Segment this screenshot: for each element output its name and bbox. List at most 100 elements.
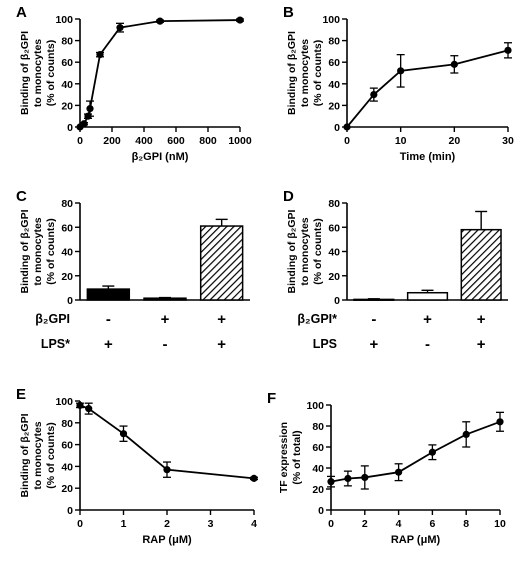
data-point (327, 478, 335, 486)
data-point (96, 51, 104, 59)
x-tick-label: 10 (494, 518, 506, 530)
series-line (79, 19, 241, 128)
data-point (86, 105, 94, 113)
y-tick-label: 0 (318, 505, 324, 517)
x-tick-label: 800 (199, 135, 217, 147)
y-tick-label: 100 (55, 396, 73, 408)
y-tick-label: 0 (67, 295, 73, 307)
bar (86, 288, 131, 301)
y-tick-label: 0 (334, 295, 340, 307)
condition-row-label: LPS* (41, 337, 70, 351)
y-tick-label: 60 (61, 57, 73, 69)
y-tick-label: 20 (312, 484, 324, 496)
x-tick-label: 4 (251, 518, 257, 530)
data-point (163, 466, 171, 474)
y-tick-label: 40 (312, 463, 324, 475)
y-tick-label: 40 (61, 247, 73, 259)
panel-label-f: F (267, 390, 276, 407)
bar (199, 225, 244, 301)
y-tick-label: 80 (312, 421, 324, 433)
y-tick-label: 80 (61, 418, 73, 430)
data-point (236, 16, 244, 24)
y-tick-label: 0 (67, 122, 73, 134)
y-tick-label: 40 (61, 461, 73, 473)
data-point (370, 91, 378, 99)
panel-a: A 0 20 40 60 80 100 Binding of β₂GPI to monocyte… (16, 4, 252, 163)
x-tick-label: 20 (448, 135, 460, 147)
panel-d: D 0 20 40 60 80 Binding of β₂GPI to monocytes (%… (283, 188, 508, 353)
x-tick-label: 6 (429, 518, 435, 530)
x-tick-label: 2 (362, 518, 368, 530)
data-point (462, 430, 470, 438)
y-axis-label-line: (% of counts) (45, 422, 57, 489)
y-tick-label: 40 (328, 247, 340, 259)
y-tick-label: 60 (312, 442, 324, 454)
y-tick-label: 20 (328, 100, 340, 112)
y-axis-label-line: Binding of β₂GPI (286, 209, 298, 293)
x-tick-label: 2 (164, 518, 170, 530)
x-tick-label: 0 (344, 135, 350, 147)
panel-label-d: D (283, 188, 294, 205)
y-tick-label: 60 (328, 222, 340, 234)
panel-c: C 0 20 40 60 80 Binding of β₂GPI to monocytes (%… (16, 188, 250, 353)
x-tick-label: 1000 (228, 135, 252, 147)
bar (143, 297, 187, 301)
data-point (344, 474, 352, 483)
x-tick-label: 0 (328, 518, 334, 530)
series-line (330, 420, 501, 483)
panel-label-b: B (283, 4, 294, 21)
panel-label-a: A (16, 4, 27, 21)
y-axis-label-line: (% of counts) (312, 218, 324, 285)
x-tick-label: 4 (396, 518, 402, 530)
y-tick-label: 80 (328, 198, 340, 210)
y-axis-label-line: (% of counts) (312, 40, 324, 107)
y-axis-label-line: to monocytes (32, 217, 44, 285)
plus-sign: + (423, 311, 432, 328)
data-point (397, 67, 405, 75)
x-tick-label: 200 (103, 135, 121, 147)
data-point (250, 474, 258, 482)
y-tick-label: 20 (61, 271, 73, 283)
y-tick-label: 80 (61, 36, 73, 48)
y-tick-label: 100 (55, 14, 73, 26)
minus-sign: - (163, 336, 168, 353)
y-tick-label: 100 (306, 400, 324, 412)
data-point (496, 418, 504, 426)
plus-sign: + (477, 336, 486, 353)
y-axis-label-line: (% of counts) (45, 40, 57, 107)
y-axis-label-line: Binding of β₂GPI (286, 31, 298, 115)
y-tick-label: 60 (61, 222, 73, 234)
plus-sign: + (217, 336, 226, 353)
data-point (450, 60, 458, 68)
y-axis-label-line: to monocytes (32, 421, 44, 489)
x-tick-label: 0 (77, 518, 83, 530)
y-axis-label-line: to monocytes (299, 39, 311, 107)
y-axis-label-line: TF expression (278, 422, 290, 493)
plus-sign: + (477, 311, 486, 328)
condition-row-label: LPS (313, 337, 337, 351)
y-tick-label: 80 (328, 36, 340, 48)
y-tick-label: 0 (334, 122, 340, 134)
y-tick-label: 80 (61, 198, 73, 210)
data-point (80, 120, 88, 128)
data-point (85, 405, 93, 413)
y-tick-label: 20 (328, 271, 340, 283)
bar (460, 228, 502, 301)
data-point (76, 401, 84, 409)
y-axis-label-line: (% of total) (291, 430, 303, 484)
y-axis-label-line: Binding of β₂GPI (19, 209, 31, 293)
x-tick-label: 10 (395, 135, 407, 147)
y-tick-label: 60 (61, 440, 73, 452)
data-point (116, 24, 124, 32)
data-point (504, 46, 512, 54)
y-tick-label: 100 (322, 14, 340, 26)
y-axis-label-line: Binding of β₂GPI (19, 413, 31, 497)
x-axis-label: RAP (μM) (391, 534, 441, 546)
condition-row-label: β₂GPI* (297, 312, 337, 326)
y-tick-label: 0 (67, 505, 73, 517)
bar (406, 291, 449, 301)
y-axis-label-line: Binding of β₂GPI (19, 31, 31, 115)
y-tick-label: 40 (61, 79, 73, 91)
